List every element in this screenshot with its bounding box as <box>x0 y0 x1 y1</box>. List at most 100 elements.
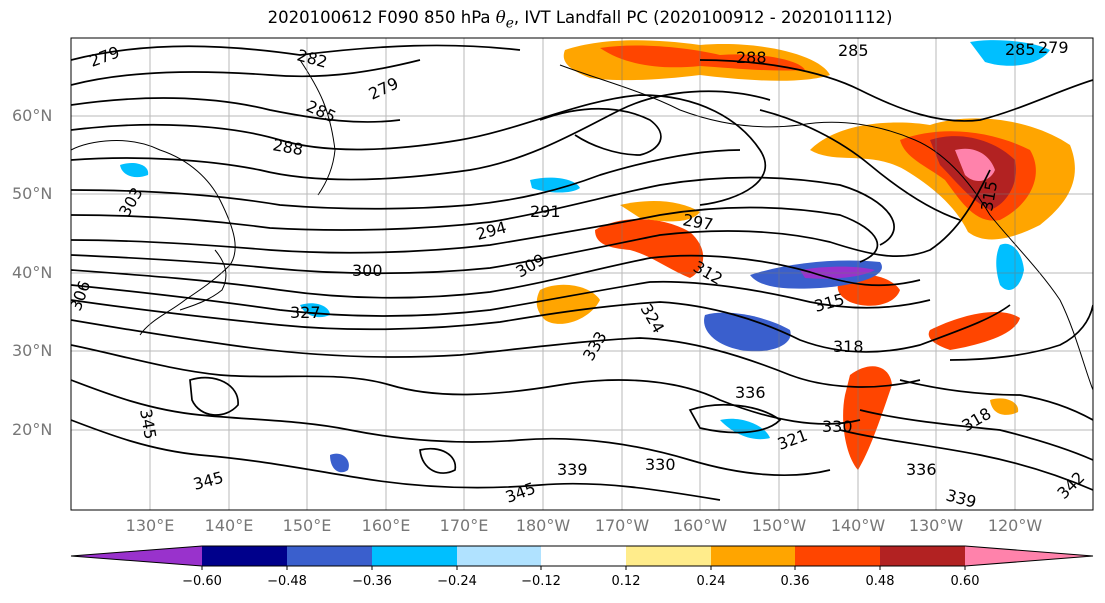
contour-line <box>71 149 741 210</box>
colorbar-label: −0.60 <box>182 574 222 589</box>
colorbar-label: −0.12 <box>521 574 561 589</box>
contour-line <box>71 44 521 61</box>
colorbar-swatch-9 <box>880 546 965 566</box>
colorbar-swatch-7 <box>711 546 795 566</box>
map-field: 279 282 279 285 288 288 285 285 279 291 … <box>71 38 1093 510</box>
colorbar <box>70 545 1094 570</box>
shade-strong-bering <box>600 45 805 71</box>
colorbar-label: 0.60 <box>950 574 980 589</box>
lon-label-140w: 140°W <box>830 516 886 535</box>
colorbar-label: 0.48 <box>865 574 895 589</box>
contour-line <box>859 409 1093 461</box>
pc-shading <box>120 40 1075 473</box>
lon-label-130w: 130°W <box>908 516 964 535</box>
lon-label-170e: 170°E <box>439 516 489 535</box>
map-frame <box>70 37 1094 511</box>
lon-label-130e: 130°E <box>125 516 175 535</box>
contour-label: 279 <box>1038 38 1069 57</box>
contour-label: 288 <box>736 48 767 67</box>
lon-label-180w: 180°W <box>515 516 571 535</box>
contour-label: 300 <box>352 261 383 280</box>
shade-positive-orange-2 <box>990 398 1019 415</box>
contour-line <box>699 59 1093 122</box>
contour-label: 336 <box>906 460 937 479</box>
lon-label-170w: 170°W <box>594 516 650 535</box>
contour-line <box>839 429 1093 491</box>
contour-line <box>419 447 457 474</box>
theta-e-contours <box>71 44 1093 501</box>
colorbar-swatch-2 <box>287 546 372 566</box>
contour-line <box>539 107 662 156</box>
colorbar-swatch-0 <box>71 546 202 566</box>
contour-line <box>71 90 771 181</box>
lat-label-60n: 60°N <box>12 106 53 125</box>
contour-label: 336 <box>735 383 766 402</box>
colorbar-swatch-1 <box>202 546 287 566</box>
colorbar-label: 0.36 <box>780 574 810 589</box>
contour-line <box>71 59 421 86</box>
lon-label-160e: 160°E <box>361 516 411 535</box>
lat-label-50n: 50°N <box>12 184 53 203</box>
contour-line <box>71 419 721 501</box>
lat-label-40n: 40°N <box>12 263 53 282</box>
contour-label: 330 <box>645 455 676 474</box>
shade-positive-subtrop <box>843 366 892 470</box>
contour-line <box>189 376 239 416</box>
colorbar-label: 0.24 <box>696 574 726 589</box>
contour-line <box>71 319 921 388</box>
colorbar-label: −0.24 <box>437 574 477 589</box>
contour-line <box>71 97 401 123</box>
contour-line <box>759 109 961 221</box>
shade-positive-nepac <box>620 200 700 222</box>
shade-negative-midpac <box>704 312 791 352</box>
colorbar-ticks <box>201 566 966 570</box>
shade-peak-alaska <box>955 148 995 182</box>
lon-label-160w: 160°W <box>672 516 728 535</box>
colorbar-swatch-8 <box>795 546 880 566</box>
colorbar-swatch-3 <box>372 546 457 566</box>
lon-label-120w: 120°W <box>987 516 1043 535</box>
shade-negative-light-2 <box>970 40 1050 66</box>
contour-line <box>71 169 991 275</box>
contour-line <box>949 304 1093 361</box>
colorbar-swatch-6 <box>626 546 711 566</box>
contour-line <box>71 280 931 317</box>
kamchatka-coast <box>299 59 336 196</box>
colorbar-label: −0.48 <box>267 574 307 589</box>
colorbar-swatch-10 <box>965 546 1093 566</box>
japan-coast <box>179 249 227 311</box>
contour-line <box>71 94 767 206</box>
contour-label: 318 <box>833 337 864 356</box>
graticule <box>71 38 1093 510</box>
lon-label-150w: 150°W <box>751 516 807 535</box>
contour-line <box>71 254 921 299</box>
contour-line <box>71 206 879 263</box>
shade-negative-light-7 <box>120 163 149 178</box>
contour-label: 285 <box>838 41 869 60</box>
contour-label: 330 <box>822 417 853 436</box>
shade-positive-bajacal <box>928 311 1020 350</box>
lat-label-20n: 20°N <box>12 420 53 439</box>
contour-label: 291 <box>530 202 561 221</box>
map-title: 2020100612 F090 850 hPa θe, IVT Landfall… <box>267 8 893 32</box>
colorbar-swatch-4 <box>457 546 541 566</box>
contour-line <box>71 299 1011 353</box>
colorbar-swatch-5 <box>541 546 626 566</box>
colorbar-label: −0.36 <box>352 574 392 589</box>
lon-label-140e: 140°E <box>204 516 254 535</box>
contour-line <box>71 379 831 477</box>
shade-negative-light-3 <box>996 243 1024 290</box>
contour-label: 285 <box>1005 40 1036 59</box>
contour-line <box>899 379 1093 421</box>
shade-negative-light-5 <box>720 418 770 440</box>
lat-label-30n: 30°N <box>12 341 53 360</box>
colorbar-label: 0.12 <box>611 574 641 589</box>
lon-label-150e: 150°E <box>282 516 332 535</box>
contour-line <box>688 404 782 434</box>
alaska-coast <box>559 64 1093 391</box>
shade-negative-light-4 <box>330 453 349 473</box>
contour-line <box>71 176 895 246</box>
contour-label: 339 <box>557 460 588 479</box>
contour-label: 327 <box>290 303 321 322</box>
